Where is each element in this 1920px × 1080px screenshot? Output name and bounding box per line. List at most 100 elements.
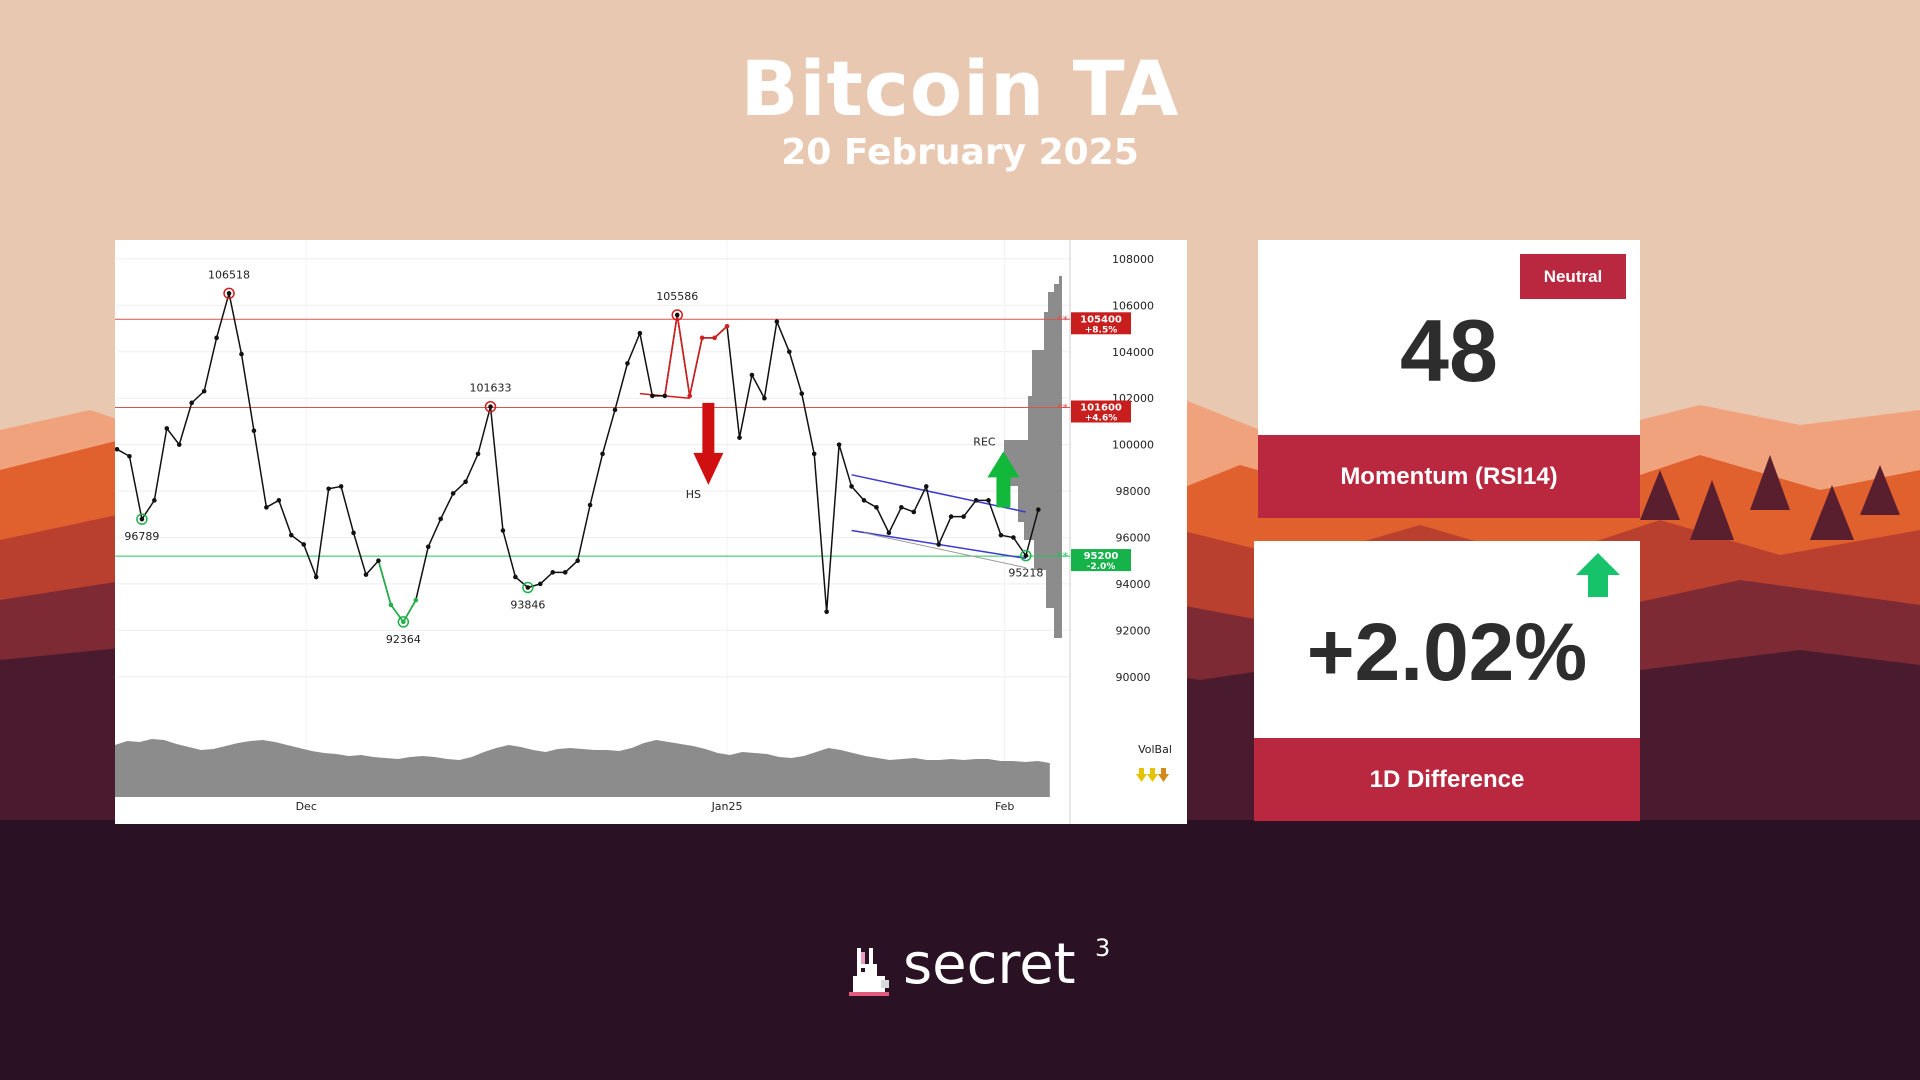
price-point: [749, 372, 755, 378]
level-tag: [1071, 312, 1131, 335]
y-tick-label: 98000: [1116, 485, 1151, 498]
pivot-label: 106518: [208, 268, 250, 281]
price-point: [500, 528, 506, 533]
price-point: [226, 291, 232, 296]
price-line: [116, 293, 1040, 624]
rsi-value: 48: [1400, 301, 1498, 400]
price-point: [475, 451, 481, 457]
price-point: [401, 619, 406, 625]
pivot-marker: [223, 287, 235, 300]
y-tick-label: 104000: [1112, 346, 1154, 359]
volume-profile-bar: [1046, 570, 1062, 608]
price-point: [139, 516, 145, 522]
volume-arrow-icon: [1158, 768, 1169, 782]
volume-profile-bar: [1032, 350, 1062, 396]
volume-profile-bar: [1059, 276, 1062, 284]
price-point: [562, 570, 568, 575]
low-segment: [377, 560, 417, 624]
price-point: [662, 393, 668, 399]
price-point: [1011, 535, 1016, 540]
difference-label: 1D Difference: [1254, 738, 1640, 821]
volume-arrow-icon: [1136, 768, 1147, 782]
level-tag-pct: -2.0%: [1087, 562, 1116, 572]
level-tag-pct: +8.5%: [1085, 325, 1118, 335]
price-point: [189, 400, 194, 406]
chart-canvas: 1080001060001040001020001000009800096000…: [115, 240, 1172, 824]
level-tag: [1071, 549, 1131, 572]
price-point: [513, 574, 518, 580]
price-point: [973, 498, 979, 503]
trend-line: [863, 532, 1026, 569]
price-point: [201, 388, 207, 394]
price-point: [425, 544, 431, 550]
price-point: [674, 312, 680, 318]
price-point: [301, 542, 307, 547]
price-point: [861, 498, 867, 503]
page-title: Bitcoin TA: [740, 44, 1180, 133]
price-point: [1036, 507, 1041, 512]
price-point: [998, 532, 1004, 538]
hs-pattern-label: HS: [686, 488, 701, 501]
status-badge: Neutral: [1520, 254, 1626, 299]
price-point: [923, 484, 929, 489]
volume-profile-bar: [1028, 396, 1062, 440]
volume-profile-bar: [1034, 540, 1062, 570]
price-point: [836, 442, 842, 447]
price-point: [824, 609, 829, 615]
price-point: [774, 319, 780, 324]
price-point: [712, 335, 717, 341]
pivot-marker: [671, 309, 683, 321]
x-tick-label: Jan25: [711, 800, 743, 813]
price-point: [936, 542, 941, 547]
level-tag-value: 95200: [1084, 551, 1119, 562]
price-point: [587, 502, 593, 508]
pivot-marker: [136, 513, 148, 525]
volume-profile-bar: [1004, 440, 1062, 486]
brand-name: secret: [903, 932, 1076, 997]
price-point: [948, 514, 954, 519]
price-point: [650, 393, 655, 399]
volume-balance-area: [115, 739, 1050, 797]
volume-arrow-icon: [1147, 768, 1158, 782]
price-point: [550, 570, 556, 575]
rec-up-arrow-icon: [987, 451, 1020, 508]
price-point: [413, 597, 419, 603]
price-point: [214, 335, 219, 341]
price-point: [239, 351, 244, 357]
price-point: [438, 516, 444, 522]
volume-profile-bar: [1054, 284, 1062, 292]
price-point: [811, 451, 817, 457]
level-marker: **: [1057, 313, 1069, 326]
pivot-label: 105586: [656, 290, 698, 303]
page-date: 20 February 2025: [781, 132, 1139, 173]
price-point: [276, 498, 282, 503]
x-tick-label: Feb: [995, 800, 1014, 813]
y-tick-label: 92000: [1116, 624, 1151, 637]
volume-profile-bar: [1044, 312, 1062, 350]
price-point: [799, 391, 805, 396]
level-tag: [1071, 400, 1131, 423]
price-point: [724, 323, 730, 329]
price-point: [600, 451, 605, 457]
price-point: [164, 426, 170, 431]
volume-profile-bar: [1054, 608, 1062, 638]
price-point: [986, 498, 991, 503]
price-point: [849, 484, 854, 489]
rsi-card: Neutral 48 Momentum (RSI14): [1258, 240, 1640, 518]
price-point: [376, 558, 381, 564]
price-point: [488, 404, 493, 410]
price-point: [699, 335, 705, 341]
price-point: [911, 509, 917, 515]
price-point: [1023, 553, 1029, 558]
x-tick-label: Dec: [296, 800, 317, 813]
pivot-label: 92364: [386, 633, 421, 646]
y-tick-label: 94000: [1116, 578, 1151, 591]
rec-pattern-label: REC: [973, 435, 996, 448]
volume-profile-bar: [1024, 522, 1062, 540]
pivot-label: 93846: [510, 599, 545, 612]
difference-card: +2.02% 1D Difference: [1254, 541, 1640, 821]
volume-balance-label: VolBal: [1138, 743, 1172, 756]
y-tick-label: 96000: [1116, 532, 1151, 545]
hs-down-arrow-icon: [693, 402, 724, 485]
price-point: [762, 395, 767, 401]
